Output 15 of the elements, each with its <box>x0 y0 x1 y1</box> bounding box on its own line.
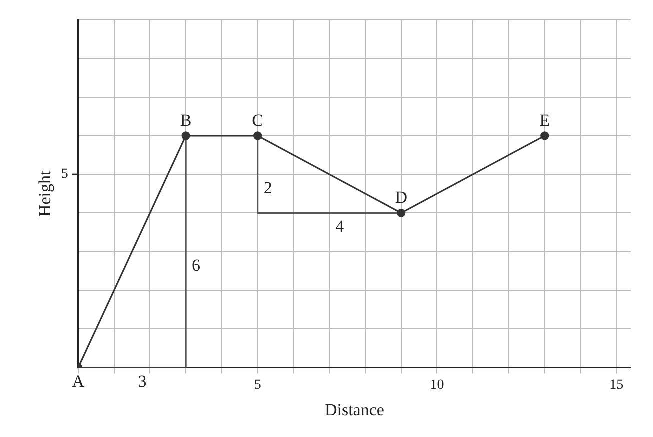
annotation: A <box>72 372 86 391</box>
annotation: B <box>180 110 192 130</box>
x-tick-label: 15 <box>610 378 624 393</box>
annotation: 2 <box>264 178 272 198</box>
x-tick-label: 10 <box>430 378 444 393</box>
annotation: C <box>252 110 264 130</box>
text: 5 <box>61 167 68 182</box>
y-axis-title: Height <box>36 170 55 218</box>
annotation: E <box>540 110 550 130</box>
annotation: D <box>395 188 408 208</box>
annotation: 6 <box>192 256 201 275</box>
x-axis-title: Distance <box>324 400 384 420</box>
annotation: 4 <box>336 217 345 236</box>
x-tick-label: 5 <box>254 378 262 393</box>
annotation: 3 <box>138 372 147 391</box>
